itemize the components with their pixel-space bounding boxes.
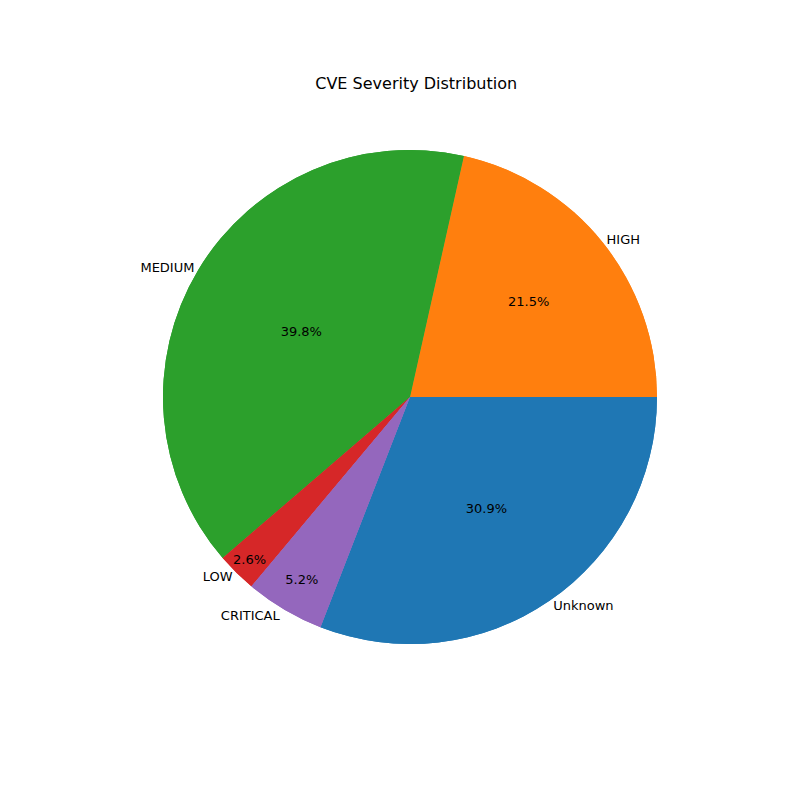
svg-text:39.8%: 39.8% <box>281 324 322 339</box>
svg-text:HIGH: HIGH <box>607 232 640 247</box>
svg-text:30.9%: 30.9% <box>466 501 507 516</box>
svg-text:MEDIUM: MEDIUM <box>140 260 194 275</box>
svg-text:CVE Severity Distribution: CVE Severity Distribution <box>315 74 517 93</box>
svg-text:Unknown: Unknown <box>553 598 613 613</box>
svg-text:2.6%: 2.6% <box>233 552 266 567</box>
svg-text:21.5%: 21.5% <box>508 294 549 309</box>
svg-text:CRITICAL: CRITICAL <box>221 608 281 623</box>
svg-text:LOW: LOW <box>203 569 233 584</box>
svg-text:5.2%: 5.2% <box>285 572 318 587</box>
